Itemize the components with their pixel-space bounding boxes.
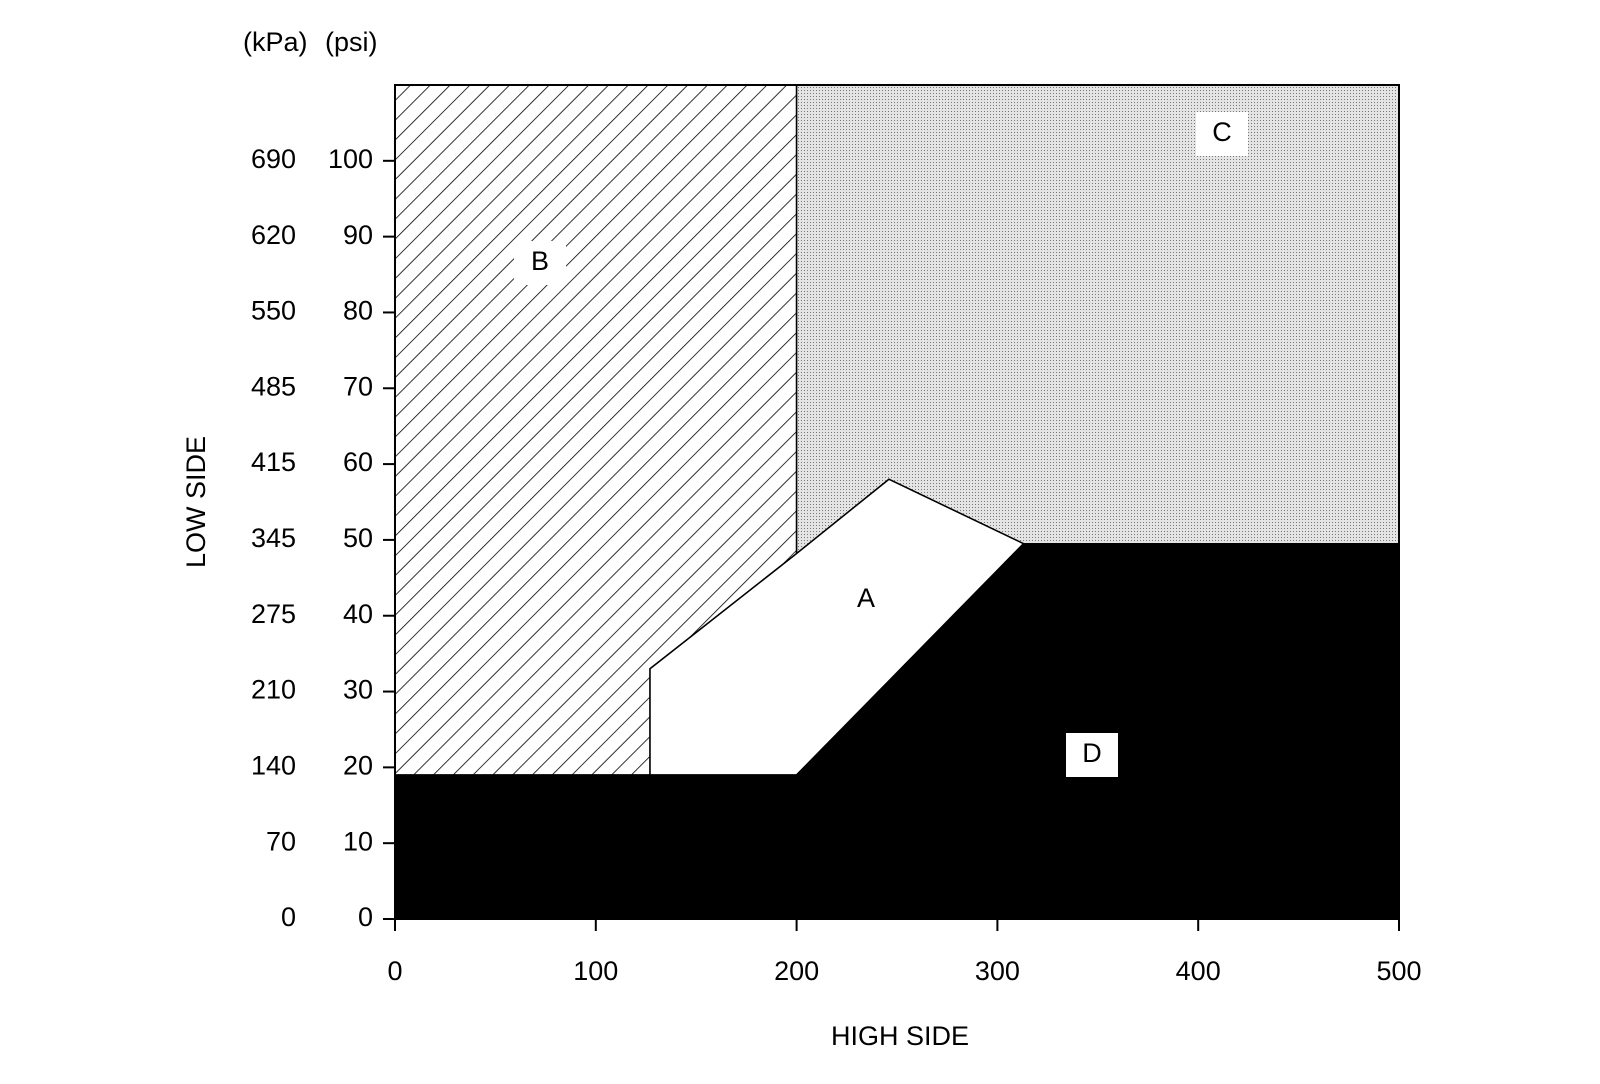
label-box: [1066, 733, 1118, 777]
x-tick-label: 200: [774, 956, 819, 986]
x-tick-label: 100: [573, 956, 618, 986]
region-label: C: [1212, 117, 1232, 147]
region-label: D: [1082, 738, 1102, 768]
x-tick-label: 500: [1376, 956, 1421, 986]
kpa-tick-label: 620: [251, 220, 296, 250]
region-label: A: [857, 583, 875, 613]
kpa-tick-label: 345: [251, 523, 296, 553]
kpa-tick-label: 485: [251, 371, 296, 401]
kpa-tick-label: 690: [251, 144, 296, 174]
y-tick-label: 60: [343, 447, 373, 477]
plot-frame: [394, 84, 1400, 920]
psi-unit: (psi): [325, 27, 378, 57]
y-tick-label: 50: [343, 523, 373, 553]
y-tick-label: 10: [343, 826, 373, 856]
x-tick-label: 400: [1176, 956, 1221, 986]
y-tick-label: 40: [343, 599, 373, 629]
x-axis-title: HIGH SIDE: [831, 1021, 969, 1051]
kpa-tick-label: 0: [281, 902, 296, 932]
kpa-unit: (kPa): [243, 27, 308, 57]
y-tick-label: 30: [343, 675, 373, 705]
y-tick-label: 90: [343, 220, 373, 250]
label-box: [514, 241, 566, 285]
x-tick-label: 300: [975, 956, 1020, 986]
kpa-tick-label: 140: [251, 750, 296, 780]
kpa-tick-label: 550: [251, 296, 296, 326]
kpa-tick-label: 70: [266, 826, 296, 856]
kpa-tick-label: 275: [251, 599, 296, 629]
kpa-tick-label: 415: [251, 447, 296, 477]
y-tick-label: 100: [328, 144, 373, 174]
y-tick-label: 20: [343, 750, 373, 780]
label-box: [1196, 112, 1248, 156]
y-tick-label: 80: [343, 296, 373, 326]
kpa-tick-label: 210: [251, 675, 296, 705]
region-label: B: [531, 246, 549, 276]
x-tick-label: 0: [387, 956, 402, 986]
y-axis-title: LOW SIDE: [181, 436, 211, 568]
y-tick-label: 70: [343, 371, 373, 401]
y-tick-label: 0: [358, 902, 373, 932]
